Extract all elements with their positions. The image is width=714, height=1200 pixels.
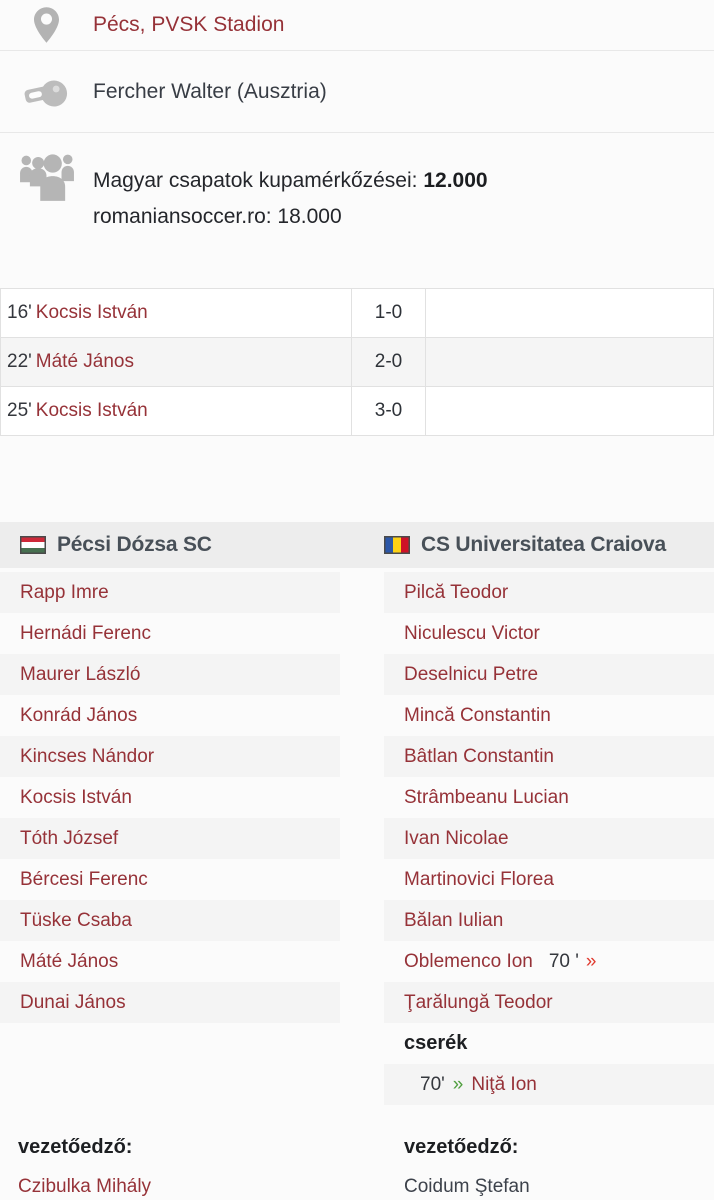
player-row: Ţarălungă Teodor	[384, 982, 714, 1023]
player-row: Rapp Imre	[0, 572, 340, 613]
player-row: Ivan Nicolae	[384, 818, 714, 859]
player-row: Kocsis István	[0, 777, 340, 818]
player-link[interactable]: Bălan Iulian	[404, 909, 504, 931]
player-row: Oblemenco Ion 70 ' »	[384, 941, 714, 982]
sub-in-arrow-icon: »	[452, 1073, 464, 1095]
goal-minute: 16'	[7, 302, 32, 323]
player-row: Mincă Constantin	[384, 695, 714, 736]
player-link[interactable]: Tóth József	[20, 827, 119, 849]
romania-flag-icon	[384, 536, 410, 554]
player-row: Maurer László	[0, 654, 340, 695]
player-row: Niculescu Victor	[384, 613, 714, 654]
goal-minute: 25'	[7, 400, 32, 421]
whistle-icon	[0, 74, 93, 110]
player-row: Bălan Iulian	[384, 900, 714, 941]
player-link[interactable]: Deselnicu Petre	[404, 663, 539, 685]
away-team-name[interactable]: CS Universitatea Craiova	[421, 533, 666, 556]
player-link[interactable]: Máté János	[20, 950, 119, 972]
away-coach-label: vezetőedző:	[404, 1136, 519, 1158]
home-coach-name[interactable]: Czibulka Mihály	[18, 1176, 152, 1197]
attendance-primary: Magyar csapatok kupamérkőzései: 12.000	[93, 170, 488, 191]
attendance-row: Magyar csapatok kupamérkőzései: 12.000 r…	[0, 132, 714, 264]
player-link[interactable]: Oblemenco Ion	[404, 950, 533, 972]
player-link[interactable]: Pilcă Teodor	[404, 581, 509, 603]
attendance-secondary: romaniansoccer.ro: 18.000	[93, 205, 342, 228]
spectators-icon	[0, 151, 93, 201]
goal-scorer-cell: 16' Kocsis István	[0, 288, 352, 338]
player-row: Dunai János	[0, 982, 340, 1023]
referee-row: Fercher Walter (Ausztria)	[0, 50, 714, 132]
goal-score: 3-0	[351, 386, 426, 436]
player-link[interactable]: Maurer László	[20, 663, 141, 685]
player-link[interactable]: Mincă Constantin	[404, 704, 551, 726]
player-row: Bâtlan Constantin	[384, 736, 714, 777]
goal-row: 25' Kocsis István 3-0	[0, 386, 714, 436]
player-link[interactable]: Kocsis István	[20, 786, 132, 808]
goal-empty-cell	[425, 288, 714, 338]
player-row: Kincses Nándor	[0, 736, 340, 777]
goal-empty-cell	[425, 386, 714, 436]
location-pin-icon	[0, 7, 93, 43]
referee-name: Fercher Walter (Ausztria)	[93, 79, 327, 103]
home-team-name[interactable]: Pécsi Dózsa SC	[57, 533, 212, 556]
player-row: Konrád János	[0, 695, 340, 736]
player-link[interactable]: Martinovici Florea	[404, 868, 554, 890]
player-link[interactable]: Tüske Csaba	[20, 909, 132, 931]
sub-in-minute: 70'	[420, 1073, 445, 1095]
goal-scorer-cell: 22' Máté János	[0, 337, 352, 387]
goal-scorer-link[interactable]: Kocsis István	[35, 400, 148, 421]
coaches-section: vezetőedző: Czibulka Mihály vezetőedző: …	[0, 1136, 714, 1198]
player-link[interactable]: Rapp Imre	[20, 581, 109, 603]
player-link[interactable]: Strâmbeanu Lucian	[404, 786, 569, 808]
subs-header: cserék	[404, 1032, 468, 1054]
sub-in-row: 70' » Niţă Ion	[384, 1064, 714, 1105]
goal-empty-cell	[425, 337, 714, 387]
goal-scorer-cell: 25' Kocsis István	[0, 386, 352, 436]
goal-scorer-link[interactable]: Kocsis István	[35, 302, 148, 323]
player-link[interactable]: Niculescu Victor	[404, 622, 540, 644]
subs-header-row: cserék	[384, 1023, 714, 1064]
goal-scorer-link[interactable]: Máté János	[35, 351, 134, 372]
player-link[interactable]: Bércesi Ferenc	[20, 868, 148, 890]
team-header-away: CS Universitatea Craiova	[384, 533, 666, 557]
player-row: Pilcă Teodor	[384, 572, 714, 613]
player-link[interactable]: Hernádi Ferenc	[20, 622, 151, 644]
goal-score: 1-0	[351, 288, 426, 338]
goal-row: 16' Kocsis István 1-0	[0, 288, 714, 338]
home-coach-label: vezetőedző:	[18, 1136, 133, 1158]
player-link[interactable]: Niţă Ion	[471, 1073, 537, 1095]
player-link[interactable]: Ivan Nicolae	[404, 827, 509, 849]
player-row: Máté János	[0, 941, 340, 982]
player-link[interactable]: Bâtlan Constantin	[404, 745, 554, 767]
home-lineup-column: Rapp Imre Hernádi Ferenc Maurer László Konr…	[0, 572, 340, 1023]
player-link[interactable]: Kincses Nándor	[20, 745, 155, 767]
player-row: Bércesi Ferenc	[0, 859, 340, 900]
goal-score: 2-0	[351, 337, 426, 387]
away-lineup-column: Pilcă Teodor Niculescu Victor Deselnicu Pe…	[384, 572, 714, 1105]
player-row: Martinovici Florea	[384, 859, 714, 900]
attendance-primary-label: Magyar csapatok kupamérkőzései:	[93, 169, 418, 192]
player-row: Tüske Csaba	[0, 900, 340, 941]
venue-link[interactable]: Pécs, PVSK Stadion	[93, 13, 285, 36]
player-row: Tóth József	[0, 818, 340, 859]
hungary-flag-icon	[20, 536, 46, 554]
player-link[interactable]: Ţarălungă Teodor	[404, 991, 553, 1013]
team-header-home: Pécsi Dózsa SC	[0, 533, 340, 557]
attendance-primary-value: 12.000	[423, 169, 488, 192]
player-row: Strâmbeanu Lucian	[384, 777, 714, 818]
goal-minute: 22'	[7, 351, 32, 372]
sub-out-minute: 70 '	[548, 950, 579, 972]
away-coach-name: Coidum Ştefan	[404, 1176, 530, 1197]
team-header-bar: Pécsi Dózsa SC CS Universitatea Craiova	[0, 522, 714, 568]
player-row: Hernádi Ferenc	[0, 613, 340, 654]
goals-body: 16' Kocsis István 1-0 22' Máté János 2-0 25' Ko…	[0, 288, 714, 436]
venue-row: Pécs, PVSK Stadion	[0, 0, 714, 50]
goals-table: 16' Kocsis István 1-0 22' Máté János 2-0 25' Ko…	[0, 288, 714, 436]
player-row: Deselnicu Petre	[384, 654, 714, 695]
goal-row: 22' Máté János 2-0	[0, 337, 714, 387]
player-link[interactable]: Konrád János	[20, 704, 138, 726]
player-link[interactable]: Dunai János	[20, 991, 126, 1013]
sub-out-arrow-icon: »	[585, 950, 597, 972]
